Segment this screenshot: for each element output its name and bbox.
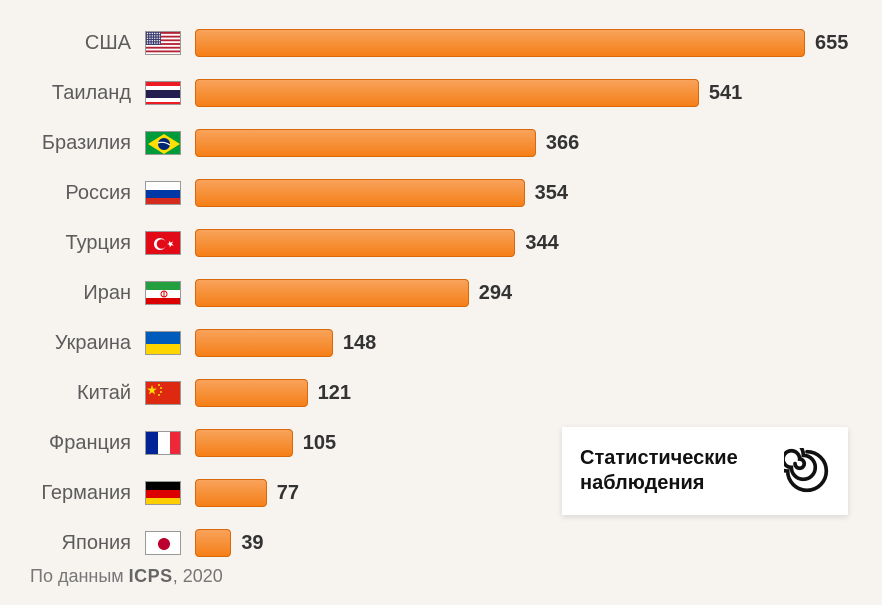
bar: [195, 79, 699, 107]
country-label: Франция: [0, 432, 145, 455]
flag-de-icon: [145, 481, 181, 505]
bar: [195, 479, 267, 507]
info-line-2: наблюдения: [580, 472, 704, 494]
bar: [195, 529, 231, 557]
bar: [195, 329, 333, 357]
bar-value: 105: [303, 432, 336, 455]
bar-value: 354: [535, 182, 568, 205]
flag-br-icon: [145, 131, 181, 155]
bar-area: 366: [195, 129, 579, 157]
chart-row: Иран 294: [0, 270, 882, 316]
chart-row: Россия 354: [0, 170, 882, 216]
bar-value: 148: [343, 332, 376, 355]
chart-row: Япония 39: [0, 520, 882, 566]
chart-row: Украина 148: [0, 320, 882, 366]
bar: [195, 429, 293, 457]
bar-value: 77: [277, 482, 299, 505]
flag-ir-icon: [145, 281, 181, 305]
source-note: По данным ICPS, 2020: [30, 566, 223, 587]
source-suffix: , 2020: [173, 566, 223, 586]
flag-jp-icon: [145, 531, 181, 555]
country-label: Китай: [0, 382, 145, 405]
info-line-1: Статистические: [580, 447, 738, 469]
bar: [195, 129, 536, 157]
chart-row: Турция 344: [0, 220, 882, 266]
source-prefix: По данным: [30, 566, 129, 586]
country-label: Бразилия: [0, 132, 145, 155]
bar: [195, 179, 525, 207]
bar-value: 294: [479, 282, 512, 305]
bar-area: 121: [195, 379, 351, 407]
bar-area: 655: [195, 29, 848, 57]
bar-value: 344: [525, 232, 558, 255]
bar-area: 354: [195, 179, 568, 207]
chart-row: Бразилия 366: [0, 120, 882, 166]
bar: [195, 279, 469, 307]
bar-area: 294: [195, 279, 512, 307]
country-label: Турция: [0, 232, 145, 255]
bar-area: 148: [195, 329, 376, 357]
bar-value: 39: [241, 532, 263, 555]
country-label: Япония: [0, 532, 145, 555]
bar-value: 655: [815, 32, 848, 55]
country-label: Иран: [0, 282, 145, 305]
bar-area: 344: [195, 229, 559, 257]
country-label: Украина: [0, 332, 145, 355]
bar-area: 77: [195, 479, 299, 507]
bar: [195, 29, 805, 57]
source-org: ICPS: [129, 566, 173, 586]
flag-us-icon: [145, 31, 181, 55]
flag-fr-icon: [145, 431, 181, 455]
flag-ru-icon: [145, 181, 181, 205]
flag-ua-icon: [145, 331, 181, 355]
country-label: Таиланд: [0, 82, 145, 105]
bar-value: 541: [709, 82, 742, 105]
info-box-text: Статистические наблюдения: [580, 446, 784, 496]
chart-row: Китай 121: [0, 370, 882, 416]
bar-value: 366: [546, 132, 579, 155]
flag-cn-icon: [145, 381, 181, 405]
country-label: США: [0, 32, 145, 55]
country-label: Германия: [0, 482, 145, 505]
flag-th-icon: [145, 81, 181, 105]
flag-tr-icon: [145, 231, 181, 255]
bar-area: 541: [195, 79, 742, 107]
bar-value: 121: [318, 382, 351, 405]
chart-row: Таиланд 541: [0, 70, 882, 116]
spiral-icon: [784, 448, 830, 494]
bar-area: 39: [195, 529, 264, 557]
bar: [195, 379, 308, 407]
info-box: Статистические наблюдения: [562, 427, 848, 515]
chart-row: США 655: [0, 20, 882, 66]
bar-area: 105: [195, 429, 336, 457]
bar: [195, 229, 515, 257]
country-label: Россия: [0, 182, 145, 205]
